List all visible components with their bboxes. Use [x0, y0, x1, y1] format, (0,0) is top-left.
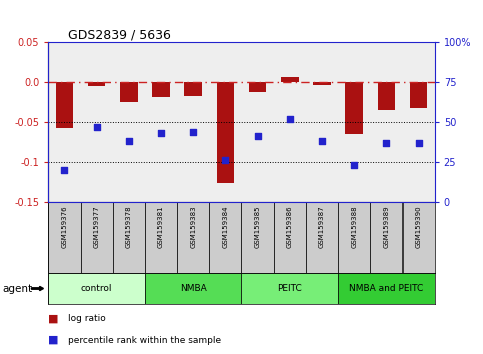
Point — [157, 130, 165, 136]
Bar — [56, 82, 73, 128]
Bar — [242, 273, 338, 304]
Bar — [145, 273, 242, 304]
Bar — [378, 82, 395, 110]
Bar — [48, 202, 81, 273]
Point — [125, 138, 133, 144]
Text: NMBA: NMBA — [180, 284, 207, 293]
Text: log ratio: log ratio — [68, 314, 105, 323]
Bar — [145, 202, 177, 273]
Text: NMBA and PEITC: NMBA and PEITC — [349, 284, 424, 293]
Point — [222, 158, 229, 163]
Point — [286, 116, 294, 122]
Bar — [313, 82, 331, 85]
Bar — [120, 82, 138, 102]
Text: GSM159388: GSM159388 — [351, 205, 357, 248]
Text: GSM159390: GSM159390 — [415, 205, 422, 248]
Text: GSM159376: GSM159376 — [61, 205, 68, 248]
Text: percentile rank within the sample: percentile rank within the sample — [68, 336, 221, 345]
Text: GSM159385: GSM159385 — [255, 205, 261, 248]
Text: ■: ■ — [48, 335, 59, 345]
Bar — [306, 202, 338, 273]
Point — [189, 129, 197, 135]
Bar — [410, 82, 427, 108]
Bar — [185, 82, 202, 96]
Point — [415, 140, 423, 145]
Bar — [402, 202, 435, 273]
Bar — [370, 202, 402, 273]
Text: GSM159384: GSM159384 — [222, 205, 228, 248]
Point — [60, 167, 68, 173]
Bar — [88, 82, 105, 86]
Text: ■: ■ — [48, 313, 59, 323]
Bar — [338, 273, 435, 304]
Bar — [48, 273, 145, 304]
Bar — [242, 202, 274, 273]
Point — [383, 140, 390, 145]
Text: control: control — [81, 284, 113, 293]
Bar — [209, 202, 242, 273]
Bar — [113, 202, 145, 273]
Bar — [274, 202, 306, 273]
Text: GSM159387: GSM159387 — [319, 205, 325, 248]
Text: agent: agent — [2, 284, 32, 293]
Bar — [345, 82, 363, 134]
Point — [318, 138, 326, 144]
Bar — [81, 202, 113, 273]
Text: GSM159381: GSM159381 — [158, 205, 164, 248]
Bar — [177, 202, 209, 273]
Text: GSM159377: GSM159377 — [94, 205, 99, 248]
Point — [254, 133, 261, 139]
Bar — [152, 82, 170, 97]
Text: GSM159386: GSM159386 — [287, 205, 293, 248]
Point — [93, 124, 100, 130]
Text: PEITC: PEITC — [277, 284, 302, 293]
Bar — [216, 82, 234, 183]
Bar — [281, 77, 298, 82]
Text: GSM159383: GSM159383 — [190, 205, 196, 248]
Text: GDS2839 / 5636: GDS2839 / 5636 — [68, 28, 170, 41]
Point — [350, 162, 358, 168]
Bar — [249, 82, 267, 92]
Text: GSM159378: GSM159378 — [126, 205, 132, 248]
Bar — [338, 202, 370, 273]
Text: GSM159389: GSM159389 — [384, 205, 389, 248]
